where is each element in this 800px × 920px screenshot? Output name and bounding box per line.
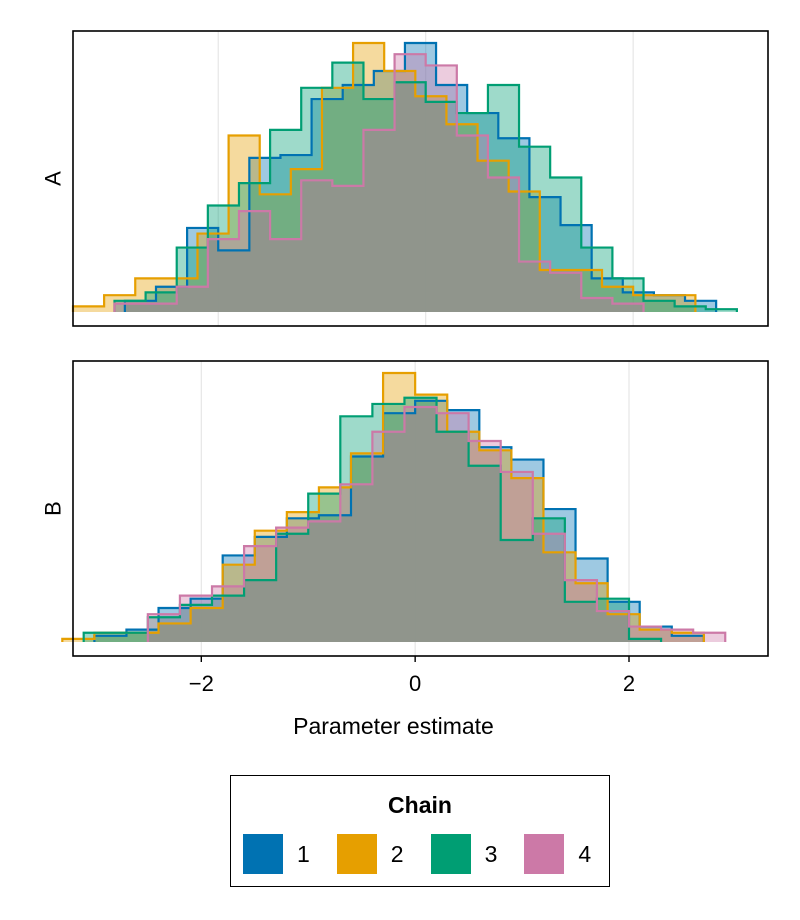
histogram-outline-chain-4 [146,405,727,642]
histogram-outline-chain-4 [113,53,645,312]
x-axis-label: Parameter estimate [293,713,494,739]
legend: Chain 1 2 3 4 [230,775,610,887]
legend-item-2: 2 [336,834,404,874]
panel-frame [72,360,769,657]
x-tick-label: −2 [189,671,214,696]
legend-swatch-3 [430,834,471,874]
histogram-outline-chain-1 [93,399,705,642]
x-tick-label: 2 [623,671,635,696]
histogram-figure: A B −2 0 2 Parameter estimate [41,30,769,739]
legend-label-3: 3 [484,840,498,867]
legend-swatch-4 [524,834,565,874]
legend-swatch-2 [336,834,377,874]
panel-frame [72,30,769,327]
legend-item-3: 3 [430,834,498,874]
panel-A: A [41,30,769,327]
legend-label-1: 1 [297,840,310,867]
legend-swatch-1 [243,834,283,874]
histogram-overlap-fill [73,82,737,312]
panel-label-A: A [41,171,66,186]
legend-items: 1 2 3 4 [243,834,618,874]
legend-title: Chain [388,792,452,818]
x-tick-label: 0 [409,671,421,696]
legend-label-2: 2 [390,840,404,867]
histogram-outline-chain-3 [113,61,738,312]
legend-label-4: 4 [578,840,592,867]
legend-item-4: 4 [524,834,591,874]
legend-item-1: 1 [243,834,310,874]
panel-B: B −2 0 2 [41,360,769,696]
panel-label-B: B [41,501,66,516]
histogram-outline-chain-2 [61,371,705,642]
histogram-overlap-fill [62,407,726,642]
